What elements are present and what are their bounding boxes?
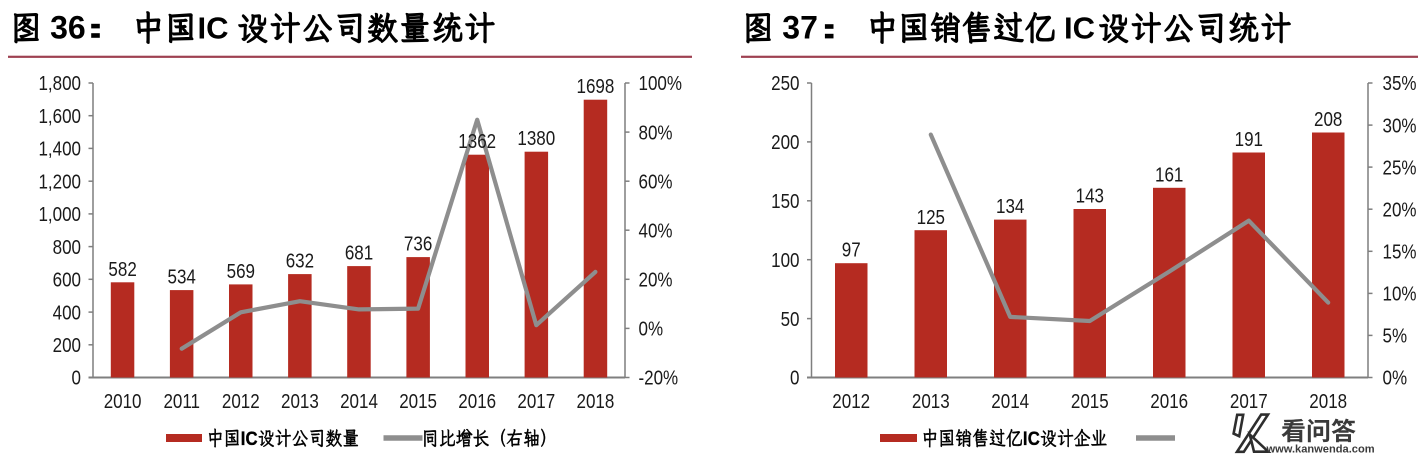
svg-text:2012: 2012 [222, 389, 260, 412]
svg-text:800: 800 [53, 235, 81, 258]
svg-text:1380: 1380 [517, 127, 555, 150]
svg-text:150: 150 [771, 190, 799, 213]
svg-text:2015: 2015 [1071, 389, 1109, 412]
svg-text:中国销售过亿: 中国销售过亿 [867, 6, 1057, 49]
svg-text:2011: 2011 [163, 389, 200, 412]
svg-text:681: 681 [345, 241, 373, 264]
svg-text:2014: 2014 [340, 389, 378, 412]
svg-text:20%: 20% [1383, 198, 1417, 221]
svg-text:2016: 2016 [1150, 389, 1188, 412]
svg-text:2013: 2013 [281, 389, 319, 412]
svg-text:125: 125 [917, 205, 945, 228]
svg-text:1698: 1698 [577, 75, 615, 98]
svg-text:1,800: 1,800 [38, 72, 81, 95]
svg-text:0%: 0% [1383, 366, 1408, 389]
svg-text:2018: 2018 [1309, 389, 1347, 412]
svg-text:25%: 25% [1383, 156, 1417, 179]
svg-text:50: 50 [781, 307, 800, 330]
svg-text:IC: IC [198, 11, 229, 46]
svg-text:0: 0 [790, 366, 799, 389]
svg-text:0: 0 [72, 366, 81, 389]
svg-text:2012: 2012 [832, 389, 870, 412]
svg-text:2015: 2015 [399, 389, 437, 412]
svg-text:80%: 80% [639, 121, 673, 144]
svg-text:1,400: 1,400 [38, 137, 81, 160]
svg-text:736: 736 [404, 232, 432, 255]
svg-text:2017: 2017 [1230, 389, 1268, 412]
svg-text:37: 37 [782, 10, 818, 46]
svg-text:10%: 10% [1383, 282, 1417, 305]
svg-text:www.kanwenda.com: www.kanwenda.com [1266, 443, 1375, 455]
svg-text:582: 582 [108, 257, 136, 280]
svg-text:134: 134 [996, 195, 1024, 218]
svg-text:534: 534 [168, 265, 196, 288]
svg-text:632: 632 [286, 249, 314, 272]
svg-text:15%: 15% [1383, 240, 1417, 263]
svg-text:2010: 2010 [104, 389, 142, 412]
svg-text:161: 161 [1155, 163, 1183, 186]
svg-text:1,200: 1,200 [38, 170, 81, 193]
svg-text:0%: 0% [639, 317, 664, 340]
svg-text:250: 250 [771, 72, 799, 95]
svg-text:2016: 2016 [458, 389, 496, 412]
svg-text:600: 600 [53, 268, 81, 291]
svg-text:图: 图 [11, 6, 42, 49]
svg-text:IC: IC [1064, 11, 1095, 46]
svg-text:中国销售过亿IC设计企业: 中国销售过亿IC设计企业 [922, 426, 1108, 452]
svg-text:中国: 中国 [133, 6, 198, 49]
svg-text:97: 97 [842, 238, 861, 261]
svg-text:5%: 5% [1383, 324, 1408, 347]
svg-text:30%: 30% [1383, 114, 1417, 137]
svg-text:569: 569 [227, 260, 255, 283]
svg-text:2018: 2018 [577, 389, 615, 412]
svg-text:设计公司数量统计: 设计公司数量统计 [237, 6, 497, 49]
svg-text:35%: 35% [1383, 72, 1417, 95]
svg-text:100: 100 [771, 249, 799, 272]
svg-text:200: 200 [771, 131, 799, 154]
svg-text:图: 图 [743, 6, 774, 49]
svg-text:20%: 20% [639, 268, 673, 291]
svg-text:中国IC设计公司数量: 中国IC设计公司数量 [207, 426, 359, 452]
svg-text:36: 36 [50, 10, 86, 46]
svg-text:100%: 100% [639, 72, 682, 95]
svg-text:40%: 40% [639, 219, 673, 242]
svg-text:看问答: 看问答 [1281, 412, 1356, 448]
svg-text:200: 200 [53, 334, 81, 357]
svg-text:208: 208 [1314, 108, 1342, 131]
svg-text:-20%: -20% [639, 366, 679, 389]
svg-text:400: 400 [53, 301, 81, 324]
svg-text:设计公司统计: 设计公司统计 [1098, 6, 1293, 49]
svg-text:2013: 2013 [912, 389, 950, 412]
svg-text:60%: 60% [639, 170, 673, 193]
svg-text:同比增长（右轴）: 同比增长（右轴） [422, 426, 557, 452]
svg-text:1362: 1362 [458, 130, 496, 153]
svg-text:2014: 2014 [991, 389, 1029, 412]
svg-text:1,600: 1,600 [38, 105, 81, 128]
svg-text:143: 143 [1076, 184, 1104, 207]
svg-text:191: 191 [1235, 128, 1263, 151]
svg-text:2017: 2017 [517, 389, 555, 412]
svg-text:1,000: 1,000 [38, 203, 81, 226]
